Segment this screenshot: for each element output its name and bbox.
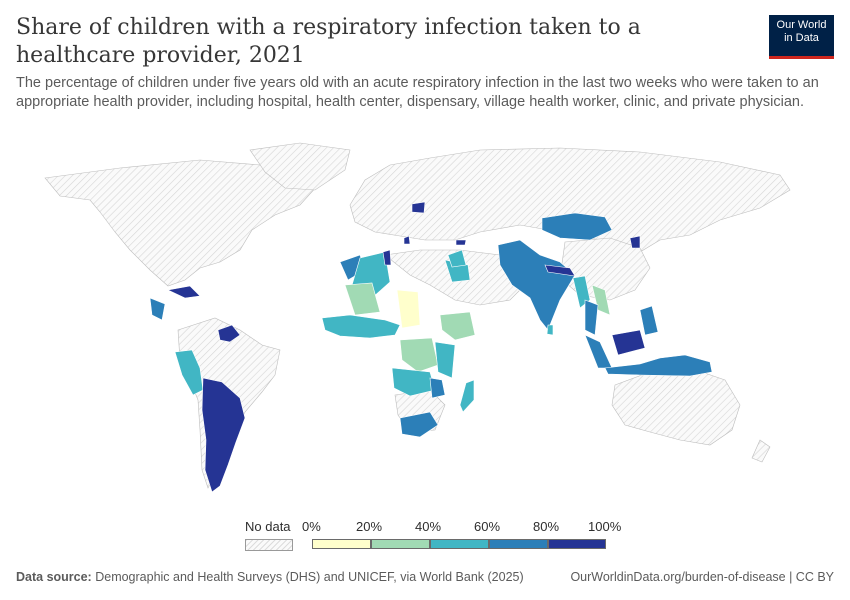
georgia-region[interactable]: [455, 239, 467, 246]
indonesia-sumatra-region[interactable]: [584, 334, 613, 369]
legend-bin-0-20[interactable]: [312, 539, 371, 549]
chart-subtitle: The percentage of children under five ye…: [16, 75, 819, 110]
data-source-label: Data source:: [16, 570, 92, 584]
madagascar-region[interactable]: [459, 379, 475, 413]
legend-tick-60: 60%: [474, 519, 501, 534]
legend-bin-60-80[interactable]: [489, 539, 548, 549]
new-zealand-region[interactable]: [751, 439, 771, 463]
sri-lanka-region[interactable]: [546, 324, 554, 336]
legend-tick-80: 80%: [533, 519, 560, 534]
data-source-text[interactable]: Demographic and Health Surveys (DHS) and…: [95, 570, 524, 584]
legend-bin-80-100[interactable]: [548, 539, 606, 549]
europe-russia-region[interactable]: [349, 147, 791, 253]
legend-tick-100: 100%: [588, 519, 622, 534]
thailand-region[interactable]: [584, 299, 599, 336]
nepal-bangladesh-region[interactable]: [544, 264, 576, 277]
footer-link[interactable]: OurWorldinData.org/burden-of-disease | C…: [570, 570, 834, 584]
legend-tick-0: 0%: [302, 519, 321, 534]
color-legend: No data 0% 20% 40% 60% 80% 100%: [0, 512, 850, 552]
south-africa-region[interactable]: [399, 411, 439, 438]
central-america-region[interactable]: [149, 297, 166, 321]
kenya-tanzania-region[interactable]: [434, 341, 456, 379]
serbia-region[interactable]: [403, 235, 411, 245]
turkey-region[interactable]: [447, 249, 467, 268]
ethiopia-region[interactable]: [439, 311, 476, 341]
logo-line-2: in Data: [784, 31, 819, 44]
north-korea-region[interactable]: [629, 235, 641, 249]
bolivia-paraguay-argentina-region[interactable]: [201, 377, 246, 493]
malawi-mozambique-region[interactable]: [429, 377, 446, 399]
west-africa-region[interactable]: [321, 314, 401, 339]
chart-title: Share of children with a respiratory inf…: [16, 15, 641, 68]
drc-region[interactable]: [399, 337, 439, 373]
mali-region[interactable]: [344, 282, 381, 316]
legend-bin-20-40[interactable]: [371, 539, 430, 549]
owid-logo[interactable]: Our World in Data: [769, 15, 834, 59]
malaysia-brunei-region[interactable]: [611, 329, 646, 356]
legend-tick-20: 20%: [356, 519, 383, 534]
legend-no-data-swatch[interactable]: [245, 539, 293, 551]
philippines-region[interactable]: [639, 305, 659, 336]
indonesia-java-islands-region[interactable]: [604, 354, 713, 377]
chad-region[interactable]: [396, 289, 421, 329]
belarus-region[interactable]: [411, 201, 426, 214]
world-map[interactable]: [0, 140, 850, 510]
legend-tick-40: 40%: [415, 519, 442, 534]
mongolia-region[interactable]: [541, 212, 613, 241]
greenland-region[interactable]: [249, 142, 351, 191]
south-asia-region[interactable]: [497, 239, 576, 331]
laos-cambodia-region[interactable]: [591, 284, 611, 316]
tunisia-region[interactable]: [382, 249, 392, 266]
angola-zambia-region[interactable]: [391, 367, 436, 397]
australia-region[interactable]: [611, 367, 741, 446]
legend-bin-40-60[interactable]: [430, 539, 489, 549]
data-source-note: Data source: Demographic and Health Surv…: [16, 570, 524, 584]
venezuela-region[interactable]: [217, 324, 241, 343]
logo-line-1: Our World: [776, 19, 827, 31]
legend-no-data-label: No data: [245, 519, 291, 534]
caribbean-region[interactable]: [167, 285, 201, 299]
